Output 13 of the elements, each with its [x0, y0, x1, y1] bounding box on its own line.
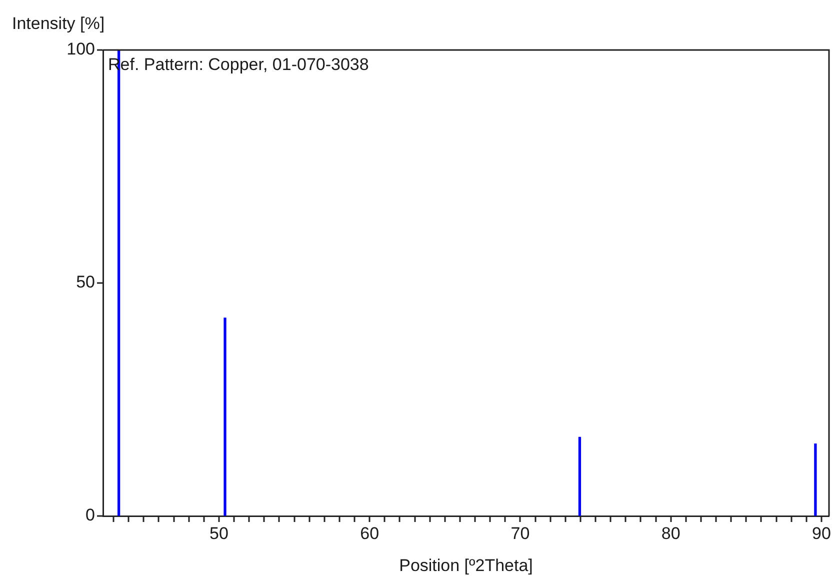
y-tick-label: 0 [86, 506, 95, 525]
x-tick-label: 90 [812, 524, 831, 543]
x-tick-label: 60 [360, 524, 380, 543]
y-axis-title: Intensity [%] [12, 14, 105, 34]
bar [224, 318, 226, 516]
x-tick-label: 80 [661, 524, 680, 543]
y-tick-label: 100 [66, 40, 95, 59]
x-tick-label: 70 [510, 524, 530, 543]
bar [814, 443, 817, 516]
x-axis-title: Position [º2Theta] [399, 556, 533, 576]
y-tick-label: 50 [76, 272, 95, 292]
x-tick-label: 50 [210, 524, 228, 543]
bar [578, 436, 582, 516]
